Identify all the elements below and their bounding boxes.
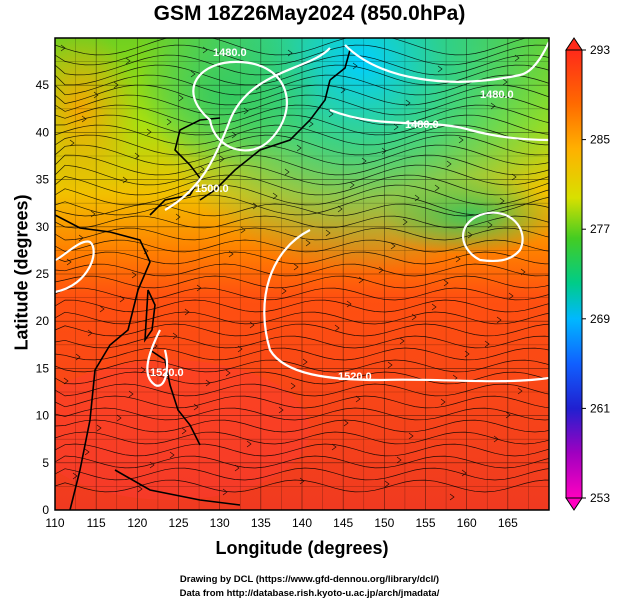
credit-line-2: Data from http://database.rish.kyoto-u.a…: [179, 588, 440, 599]
x-axis-label: Longitude (degrees): [215, 538, 389, 558]
contour-label: 1500.0: [195, 183, 229, 195]
colorbar-scale: [565, 49, 583, 499]
x-tick-label: 145: [333, 516, 353, 530]
x-tick-label: 135: [251, 516, 271, 530]
y-tick-label: 45: [36, 78, 50, 92]
wind-streamlines: [55, 38, 549, 501]
x-tick-label: 110: [45, 516, 64, 530]
contour-label: 1520.0: [338, 371, 372, 383]
y-tick-label: 10: [36, 409, 50, 423]
colorbar: 293 285 277 269 261 253: [565, 37, 610, 511]
x-tick-label: 115: [87, 516, 106, 530]
contour-label: 1480.0: [213, 47, 247, 59]
colorbar-tick-label: 261: [590, 401, 610, 415]
contour-label: 1480.0: [405, 119, 439, 131]
x-tick-label: 160: [457, 516, 477, 530]
y-tick-label: 15: [36, 361, 50, 375]
y-tick-label: 5: [42, 456, 49, 470]
x-tick-label: 155: [415, 516, 435, 530]
y-tick-label: 25: [36, 267, 50, 281]
x-tick-label: 120: [127, 516, 147, 530]
colorbar-tick-label: 285: [590, 133, 610, 147]
y-tick-label: 35: [36, 173, 50, 187]
coastlines: [55, 49, 351, 510]
x-tick-label: 140: [292, 516, 312, 530]
credit-line-1: Drawing by DCL (https://www.gfd-dennou.o…: [179, 574, 440, 585]
y-tick-label: 20: [36, 314, 50, 328]
colorbar-tick-label: 293: [590, 43, 610, 57]
contour-label: 1480.0: [480, 89, 514, 101]
map-grid: [54, 38, 549, 511]
y-axis-ticks: 0 5 10 15 20 25 30 35 40 45: [36, 78, 50, 517]
contour-label: 1520.0: [150, 367, 184, 379]
x-tick-label: 125: [168, 516, 188, 530]
colorbar-tick-label: 253: [590, 491, 610, 505]
y-tick-label: 30: [36, 220, 50, 234]
x-tick-label: 130: [210, 516, 230, 530]
y-tick-label: 0: [42, 503, 49, 517]
colorbar-tick-label: 277: [590, 222, 610, 236]
plot-frame: [54, 37, 550, 511]
contour-labels: 1480.0 1480.0 1480.0 1500.0 1520.0 1520.…: [150, 47, 514, 383]
height-contours: [55, 41, 549, 387]
colorbar-bottom-arrow: [565, 497, 583, 511]
y-tick-label: 40: [36, 125, 50, 139]
x-tick-label: 165: [498, 516, 518, 530]
colorbar-top-arrow: [565, 37, 583, 51]
y-axis-label: Latitude (degrees): [11, 194, 32, 351]
x-tick-label: 150: [374, 516, 394, 530]
temperature-field: [55, 38, 549, 510]
colorbar-tick-label: 269: [590, 312, 610, 326]
x-axis-ticks: 110 115 120 125 130 135 140 145 150 155 160 165: [45, 516, 518, 530]
page-title: GSM 18Z26May2024 (850.0hPa): [153, 2, 466, 25]
